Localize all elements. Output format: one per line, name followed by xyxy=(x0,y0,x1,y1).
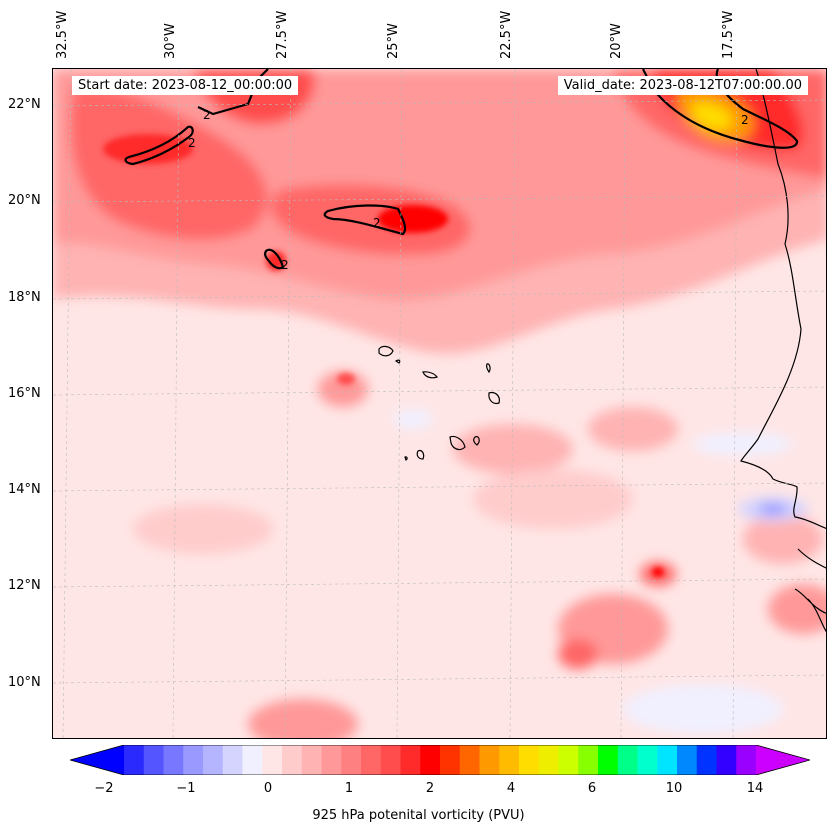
coastline-south xyxy=(794,548,826,633)
pv-map: 2 2 2 2 2 xyxy=(52,68,827,739)
lon-label-20w: 20°W xyxy=(609,23,624,59)
lon-label-30w: 30°W xyxy=(163,23,178,59)
lat-label-18n: 18°N xyxy=(8,290,41,305)
colorbar-segment xyxy=(499,745,520,775)
colorbar-segment xyxy=(222,745,243,775)
colorbar-segment xyxy=(519,745,540,775)
colorbar-tick: 2 xyxy=(425,781,435,796)
contour-label-a: 2 xyxy=(188,136,196,150)
contour-label-e: 2 xyxy=(281,258,289,272)
lon-label-17-5w: 17.5°W xyxy=(721,10,736,59)
colorbar-segment xyxy=(558,745,579,775)
contour-label-c: 2 xyxy=(741,113,749,127)
colorbar-segment xyxy=(677,745,698,775)
africa-coastline xyxy=(740,69,826,529)
lon-label-25w: 25°W xyxy=(386,23,401,59)
start-date-label: Start date: 2023-08-12_00:00:00 xyxy=(72,76,299,95)
colorbar-extend-high xyxy=(756,745,810,775)
lat-label-20n: 20°N xyxy=(8,193,41,208)
colorbar-segment xyxy=(420,745,441,775)
graticule xyxy=(53,69,826,738)
colorbar-tick: 6 xyxy=(587,781,597,796)
colorbar-segment xyxy=(203,745,224,775)
colorbar-segment xyxy=(262,745,283,775)
colorbar-segment xyxy=(242,745,263,775)
colorbar-segment xyxy=(479,745,500,775)
lon-label-32-5w: 32.5°W xyxy=(55,10,70,59)
contour-label-b: 2 xyxy=(203,108,211,122)
colorbar-tick: 4 xyxy=(506,781,516,796)
colorbar-segment xyxy=(282,745,303,775)
colorbar xyxy=(70,745,810,775)
lon-label-27-5w: 27.5°W xyxy=(275,10,290,59)
colorbar-title: 925 hPa potenital vorticity (PVU) xyxy=(312,808,525,823)
colorbar-segment xyxy=(361,745,382,775)
colorbar-segment xyxy=(380,745,401,775)
colorbar-segment xyxy=(163,745,184,775)
colorbar-segment xyxy=(736,745,757,775)
colorbar-segment xyxy=(617,745,638,775)
colorbar-segment xyxy=(143,745,164,775)
colorbar-segment xyxy=(459,745,480,775)
lat-label-14n: 14°N xyxy=(8,482,41,497)
colorbar-segment xyxy=(598,745,619,775)
colorbar-segment xyxy=(321,745,342,775)
valid-date-label: Valid_date: 2023-08-12T07:00:00.00 xyxy=(557,76,808,95)
lat-label-12n: 12°N xyxy=(8,578,41,593)
cape-verde-islands xyxy=(378,345,500,461)
lat-label-10n: 10°N xyxy=(8,675,41,690)
contour-label-d: 2 xyxy=(373,216,381,230)
colorbar-tick: −2 xyxy=(94,781,114,796)
colorbar-tick: −1 xyxy=(176,781,196,796)
colorbar-segment xyxy=(400,745,421,775)
pv-field-svg: 2 2 2 2 2 xyxy=(53,69,826,738)
colorbar-segment xyxy=(301,745,322,775)
colorbar-tick: 0 xyxy=(263,781,273,796)
colorbar-segment xyxy=(124,745,145,775)
colorbar-segment xyxy=(578,745,599,775)
colorbar-segment xyxy=(183,745,204,775)
colorbar-tick: 14 xyxy=(746,781,764,796)
colorbar-tick: 1 xyxy=(344,781,354,796)
colorbar-segment xyxy=(637,745,658,775)
lat-label-22n: 22°N xyxy=(8,97,41,112)
colorbar-segment xyxy=(440,745,461,775)
colorbar-tick: 10 xyxy=(665,781,683,796)
colorbar-segment xyxy=(657,745,678,775)
colorbar-segment xyxy=(538,745,559,775)
pv-field-shading xyxy=(53,69,826,738)
colorbar-segment xyxy=(716,745,737,775)
colorbar-extend-low xyxy=(70,745,124,775)
colorbar-segment xyxy=(341,745,362,775)
lat-label-16n: 16°N xyxy=(8,386,41,401)
lon-label-22-5w: 22.5°W xyxy=(499,10,514,59)
colorbar-segment xyxy=(696,745,717,775)
contour-2pvu xyxy=(124,69,799,270)
